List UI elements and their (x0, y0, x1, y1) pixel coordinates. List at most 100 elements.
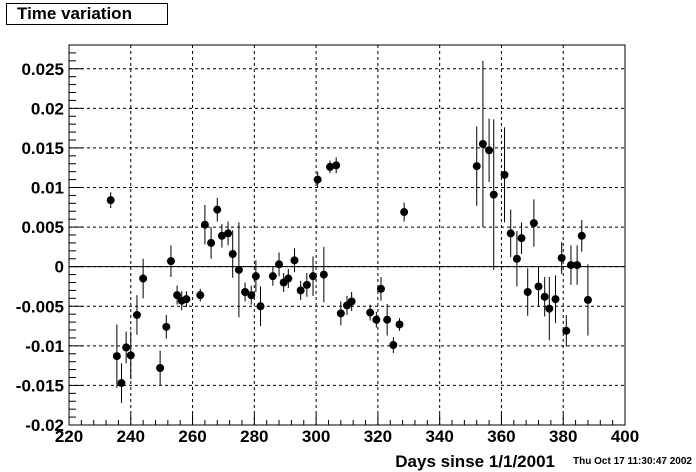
data-point (309, 256, 318, 296)
point-marker (296, 286, 305, 295)
x-tick-label: 340 (425, 427, 453, 446)
data-point (545, 276, 554, 341)
data-point (217, 223, 226, 248)
data-point (332, 157, 341, 174)
data-point (122, 331, 131, 364)
point-marker (577, 231, 586, 240)
point-marker (400, 208, 409, 217)
point-marker (139, 274, 148, 283)
x-tick-label: 280 (240, 427, 268, 446)
y-tick-label: -0.01 (25, 337, 64, 356)
data-point (534, 266, 543, 307)
x-tick-label: 220 (55, 427, 83, 446)
point-marker (332, 161, 341, 170)
plot-frame (68, 44, 626, 426)
data-point (313, 171, 322, 188)
data-point (173, 285, 182, 305)
point-marker (523, 288, 532, 296)
data-point (562, 314, 571, 347)
point-marker (251, 272, 260, 281)
point-marker (268, 272, 277, 281)
data-point (117, 363, 126, 403)
point-marker (166, 257, 175, 266)
point-marker (117, 379, 126, 388)
point-marker (182, 295, 191, 304)
point-marker (241, 288, 250, 296)
point-marker (562, 326, 571, 335)
data-point (517, 222, 526, 254)
data-point (275, 252, 284, 277)
data-point (200, 204, 209, 245)
point-marker (336, 309, 345, 318)
y-tick-label: 0.01 (31, 179, 64, 198)
x-tick-label: 240 (117, 427, 145, 446)
point-marker (557, 253, 566, 262)
y-tick-label: 0.005 (21, 218, 64, 237)
point-marker (247, 291, 256, 300)
point-marker (126, 351, 135, 360)
data-point (478, 60, 487, 228)
point-marker (500, 170, 509, 179)
point-marker (213, 205, 222, 214)
data-point (583, 264, 592, 336)
data-point (336, 301, 345, 326)
data-point (284, 269, 293, 289)
point-marker (545, 304, 554, 313)
data-point (251, 260, 260, 292)
point-marker (162, 322, 171, 331)
data-point (366, 304, 375, 321)
data-point (106, 192, 115, 209)
point-marker (472, 162, 481, 171)
point-marker (207, 238, 216, 247)
point-marker (573, 261, 582, 270)
data-point (485, 118, 494, 182)
data-point (389, 337, 398, 353)
y-tick-label: -0.005 (16, 297, 64, 316)
y-tick-label: 0.025 (21, 60, 64, 79)
point-marker (122, 343, 131, 352)
point-marker (372, 315, 381, 324)
point-marker (228, 250, 237, 258)
point-marker (512, 254, 521, 263)
y-tick-label: 0 (55, 258, 64, 277)
y-tick-label: 0.015 (21, 139, 64, 158)
point-marker (347, 297, 356, 306)
point-marker (173, 291, 182, 300)
data-point (372, 311, 381, 328)
point-marker (234, 265, 243, 274)
point-marker (275, 260, 284, 269)
point-marker (326, 162, 335, 171)
x-axis-title: Days sinse 1/1/2001 (395, 452, 555, 471)
point-marker (383, 315, 392, 324)
point-marker (566, 261, 575, 270)
data-point (573, 245, 582, 285)
axis-ticks: 220 240 260 280 300 320 340 360 380 400 -0.02 -0.01… (16, 44, 639, 446)
point-marker (284, 274, 293, 283)
x-tick-label: 360 (487, 427, 515, 446)
data-point (577, 219, 586, 252)
point-marker (534, 282, 543, 291)
data-point (112, 324, 121, 388)
point-marker (256, 302, 265, 311)
y-tick-label: -0.02 (25, 416, 64, 435)
point-marker (290, 256, 299, 265)
data-point (302, 273, 311, 297)
data-point (326, 160, 335, 174)
point-marker (132, 310, 141, 319)
data-point (213, 197, 222, 222)
point-marker (366, 308, 375, 317)
point-marker (485, 146, 494, 155)
data-point (400, 202, 409, 222)
data-point (132, 295, 141, 335)
point-marker (395, 320, 404, 329)
data-point (557, 242, 566, 274)
point-marker (478, 139, 487, 148)
data-point (247, 285, 256, 305)
point-marker (551, 295, 560, 304)
point-marker (517, 234, 526, 243)
data-point (512, 231, 521, 287)
timestamp: Thu Oct 17 11:30:47 2002 (573, 456, 692, 467)
data-point (472, 126, 481, 206)
data-point (126, 331, 135, 380)
point-marker (313, 175, 322, 184)
